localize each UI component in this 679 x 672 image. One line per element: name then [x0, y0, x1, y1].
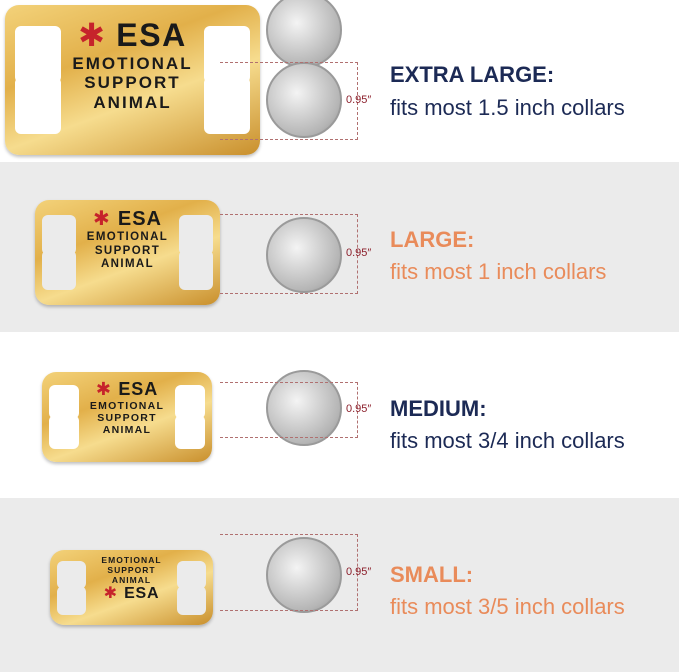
tag-esa: ESA: [118, 379, 159, 400]
star-of-life-icon: ✱: [103, 585, 118, 603]
tag-esa: ESA: [116, 17, 187, 53]
dimension-line: [220, 382, 358, 438]
size-section: EMOTIONAL SUPPORT ANIMAL ✱ ESA 0.95″ SMALL: …: [0, 498, 679, 672]
tag-line: EMOTIONAL: [86, 231, 169, 244]
quarter-coin: [266, 217, 342, 293]
tag-esa: ESA: [124, 585, 160, 603]
size-heading: MEDIUM:: [390, 396, 487, 421]
size-subtitle: fits most 1.5 inch collars: [390, 95, 625, 120]
tag-line: EMOTIONAL: [89, 399, 165, 412]
esa-tag: ✱ ESA EMOTIONAL SUPPORT ANIMAL: [42, 372, 212, 462]
star-of-life-icon: ✱: [95, 379, 112, 400]
tag-line: SUPPORT: [84, 73, 181, 93]
dimension-line: [220, 62, 358, 140]
tag-line: EMOTIONAL: [101, 555, 162, 565]
coin-diameter-label: 0.95″: [346, 94, 372, 106]
coin-diameter-label: 0.95″: [346, 565, 372, 578]
coin-diameter-label: 0.95″: [346, 403, 372, 415]
size-heading: SMALL:: [390, 562, 474, 587]
dimension-line: [220, 534, 358, 611]
size-subtitle: fits most 1 inch collars: [390, 259, 607, 284]
esa-tag: EMOTIONAL SUPPORT ANIMAL ✱ ESA: [50, 550, 213, 625]
tag-line: SUPPORT: [97, 411, 157, 424]
tag-line: SUPPORT: [107, 564, 156, 575]
tag-line: ANIMAL: [102, 424, 152, 436]
size-section: ✱ ESA EMOTIONAL SUPPORT ANIMAL 0.95″ MEDIUM:…: [0, 332, 679, 498]
size-heading: LARGE:: [390, 227, 475, 252]
size-section: ✱ ESA EMOTIONAL SUPPORT ANIMAL 0.95″ EXTRA L…: [0, 0, 679, 162]
tag-esa: ESA: [117, 208, 162, 231]
quarter-coin: [266, 62, 342, 138]
coin-diameter-label: 0.95″: [346, 247, 372, 259]
tag-line: ANIMAL: [93, 92, 172, 112]
size-section: ✱ ESA EMOTIONAL SUPPORT ANIMAL 0.95″ LARGE: …: [0, 162, 679, 332]
star-of-life-icon: ✱: [93, 208, 111, 231]
star-of-life-icon: ✱: [78, 17, 107, 53]
size-subtitle: fits most 3/5 inch collars: [390, 594, 625, 619]
quarter-coin: [266, 0, 342, 68]
tag-line: SUPPORT: [94, 244, 161, 257]
tag-line: ANIMAL: [101, 257, 154, 270]
esa-tag: ✱ ESA EMOTIONAL SUPPORT ANIMAL: [35, 200, 220, 305]
size-subtitle: fits most 3/4 inch collars: [390, 428, 625, 453]
tag-line: ANIMAL: [111, 574, 152, 585]
esa-tag: ✱ ESA EMOTIONAL SUPPORT ANIMAL: [5, 5, 260, 155]
quarter-coin: [266, 537, 342, 613]
dimension-line: [220, 214, 358, 294]
tag-line: EMOTIONAL: [72, 53, 193, 73]
size-heading: EXTRA LARGE:: [390, 62, 555, 87]
